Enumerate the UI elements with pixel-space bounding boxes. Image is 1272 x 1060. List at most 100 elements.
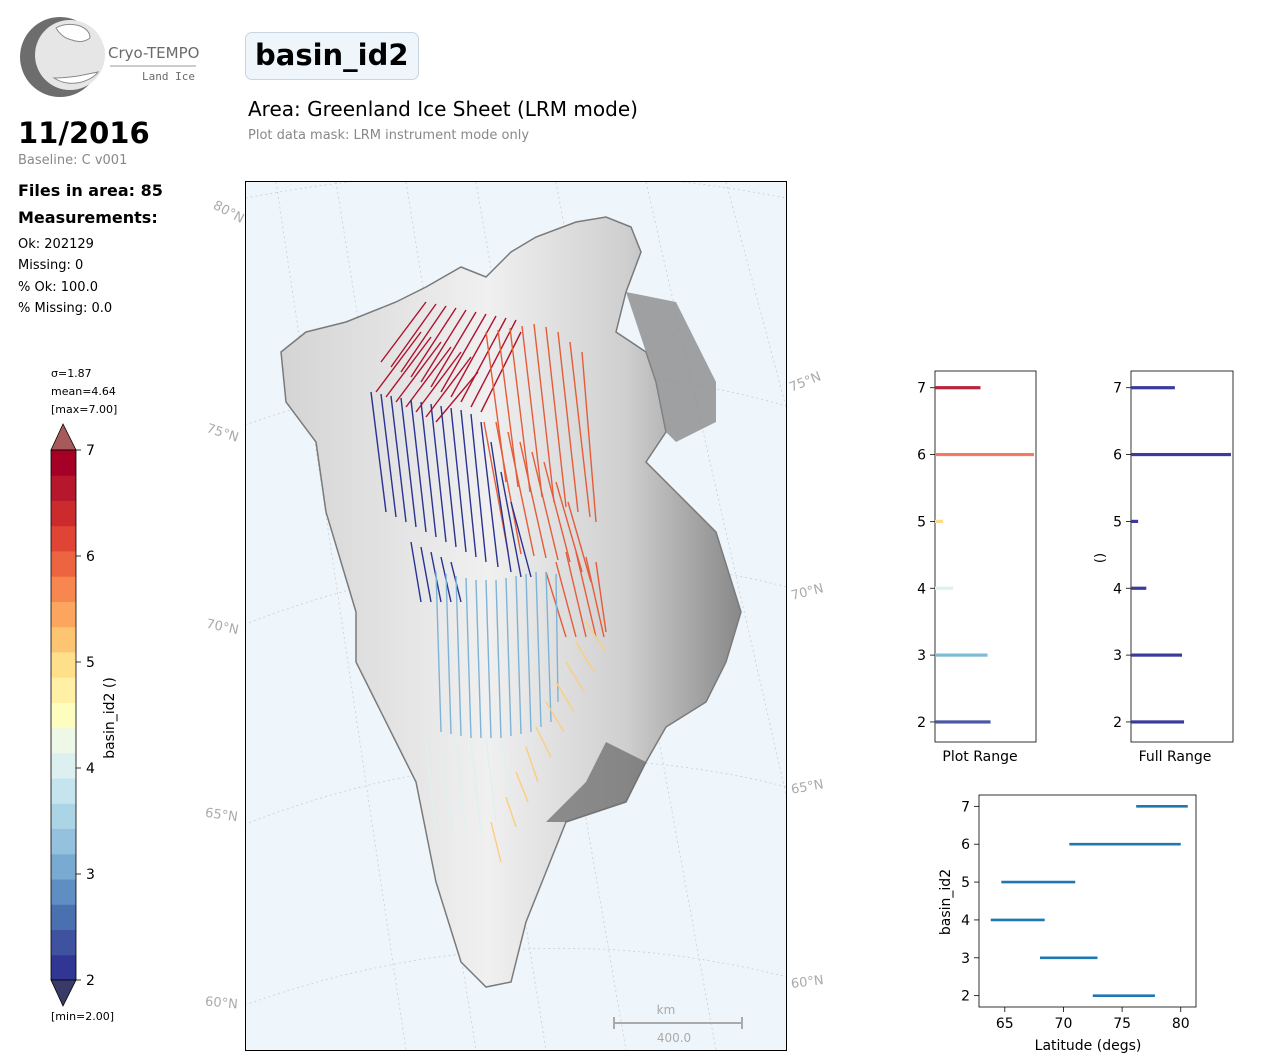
y-tick-label: 7 — [917, 381, 926, 397]
baseline-label: Baseline: C v001 — [18, 153, 128, 168]
full-range-ylabel: () — [1093, 553, 1108, 563]
colorbar-segment — [51, 601, 76, 628]
period-label: 11/2016 — [18, 116, 150, 150]
y-tick-label: 2 — [961, 989, 970, 1005]
lat-label-75n-left: 75°N — [204, 421, 241, 446]
plot-range-histogram: 2 3 4 5 6 7 Plot Range — [917, 370, 1037, 765]
y-tick-label: 5 — [917, 514, 926, 530]
histogram-bar — [1131, 519, 1139, 524]
histogram-bar — [1131, 452, 1231, 457]
y-tick-label: 2 — [1113, 715, 1122, 731]
colorbar-segment — [51, 450, 76, 476]
colorbar-segment — [51, 954, 76, 981]
colorbar-segment — [51, 904, 76, 931]
lat-label-75n-right: 75°N — [787, 369, 824, 396]
colorbar-segment — [51, 803, 76, 830]
area-title: Area: Greenland Ice Sheet (LRM mode) — [248, 97, 638, 121]
colorbar-tick-label: 2 — [86, 973, 95, 989]
y-tick-label: 6 — [917, 448, 926, 464]
stat-pct-missing: % Missing: 0.0 — [18, 301, 113, 316]
y-tick-label: 5 — [1113, 514, 1122, 530]
colorbar-max-arrow — [50, 423, 77, 451]
stat-pct-ok: % Ok: 100.0 — [18, 280, 98, 295]
colorbar-mean: mean=4.64 — [51, 385, 116, 398]
y-tick-label: 3 — [1113, 648, 1122, 664]
histogram-bar — [1131, 720, 1185, 724]
histogram-bar — [935, 452, 1034, 457]
cryo-tempo-logo: Cryo-TEMPO Land Ice — [18, 16, 208, 100]
y-tick-label: 7 — [961, 799, 970, 815]
lat-label-70n-left: 70°N — [204, 616, 240, 639]
histogram-bar — [935, 586, 954, 590]
variable-title: basin_id2 — [245, 32, 419, 80]
colorbar-segment — [51, 702, 76, 729]
measurements-title: Measurements: — [18, 208, 158, 227]
y-tick-label: 2 — [917, 715, 926, 731]
colorbar-tick-label: 4 — [86, 761, 95, 777]
colorbar-tick-label: 5 — [86, 655, 95, 671]
y-tick-label: 6 — [961, 837, 970, 853]
full-range-histogram: 2 3 4 5 6 7 () Full Range — [1093, 370, 1234, 765]
y-tick-label: 6 — [1113, 448, 1122, 464]
colorbar-segment — [51, 879, 76, 905]
colorbar-segment — [51, 475, 76, 501]
logo-subtitle: Land Ice — [142, 70, 195, 83]
lat-label-60n-right: 60°N — [790, 973, 825, 992]
x-tick-label: 65 — [996, 1016, 1014, 1032]
y-tick-label: 4 — [961, 913, 970, 929]
y-tick-label: 4 — [1113, 581, 1122, 597]
colorbar-min: [min=2.00] — [51, 1010, 114, 1023]
colorbar-segment — [51, 778, 76, 804]
colorbar-segment — [51, 525, 76, 552]
x-tick-label: 70 — [1055, 1016, 1073, 1032]
histogram-bar — [935, 386, 981, 390]
histogram-bar — [935, 720, 991, 724]
y-tick-label: 7 — [1113, 381, 1122, 397]
mask-note: Plot data mask: LRM instrument mode only — [248, 128, 530, 143]
colorbar-segment — [51, 626, 76, 653]
colorbar-segment — [51, 727, 76, 754]
scale-unit: km — [657, 1003, 676, 1017]
stat-missing: Missing: 0 — [18, 258, 84, 273]
lat-label-65n-right: 65°N — [789, 777, 825, 798]
colorbar: σ=1.87 mean=4.64 [max=7.00] 7 6 5 4 3 2 basin… — [50, 367, 118, 1023]
stat-ok: Ok: 202129 — [18, 237, 94, 252]
lat-label-65n-left: 65°N — [204, 805, 239, 826]
x-tick-label: 75 — [1113, 1016, 1131, 1032]
colorbar-tick-label: 3 — [86, 867, 95, 883]
colorbar-segment — [51, 752, 76, 779]
y-tick-label: 5 — [961, 875, 970, 891]
colorbar-segment — [51, 929, 76, 956]
lat-label-70n-right: 70°N — [789, 581, 826, 604]
files-count: Files in area: 85 — [18, 181, 163, 200]
colorbar-segment — [51, 853, 76, 880]
colorbar-tick-label: 7 — [86, 443, 95, 459]
latitude-chart: 65 70 75 80 2 3 4 5 6 7 Latitude (degs) basin_id2 — [938, 794, 1197, 1054]
latitude-xlabel: Latitude (degs) — [1035, 1038, 1142, 1054]
histogram-bar — [935, 519, 944, 524]
logo-title: Cryo-TEMPO — [108, 44, 199, 62]
colorbar-segment — [51, 651, 76, 678]
colorbar-sigma: σ=1.87 — [51, 367, 92, 380]
full-range-xlabel: Full Range — [1139, 749, 1212, 765]
scale-value: 400.0 — [657, 1031, 691, 1045]
colorbar-segment — [51, 677, 76, 703]
x-tick-label: 80 — [1172, 1016, 1190, 1032]
colorbar-segment — [51, 576, 76, 602]
histogram-bar — [1131, 586, 1147, 590]
colorbar-segment — [51, 500, 76, 527]
colorbar-label: basin_id2 () — [102, 677, 118, 759]
y-tick-label: 3 — [917, 648, 926, 664]
plot-range-xlabel: Plot Range — [942, 749, 1017, 765]
histogram-bar — [935, 653, 988, 657]
lat-label-60n-left: 60°N — [204, 994, 239, 1013]
colorbar-tick-label: 6 — [86, 549, 95, 565]
y-tick-label: 4 — [917, 581, 926, 597]
histogram-bar — [1131, 653, 1182, 657]
colorbar-max: [max=7.00] — [51, 403, 117, 416]
greenland-map: km 400.0 — [225, 171, 807, 1051]
map-panel: km 400.0 — [225, 171, 807, 1051]
latitude-ylabel: basin_id2 — [938, 869, 954, 935]
colorbar-segment — [51, 828, 76, 855]
histogram-bar — [1131, 386, 1175, 390]
